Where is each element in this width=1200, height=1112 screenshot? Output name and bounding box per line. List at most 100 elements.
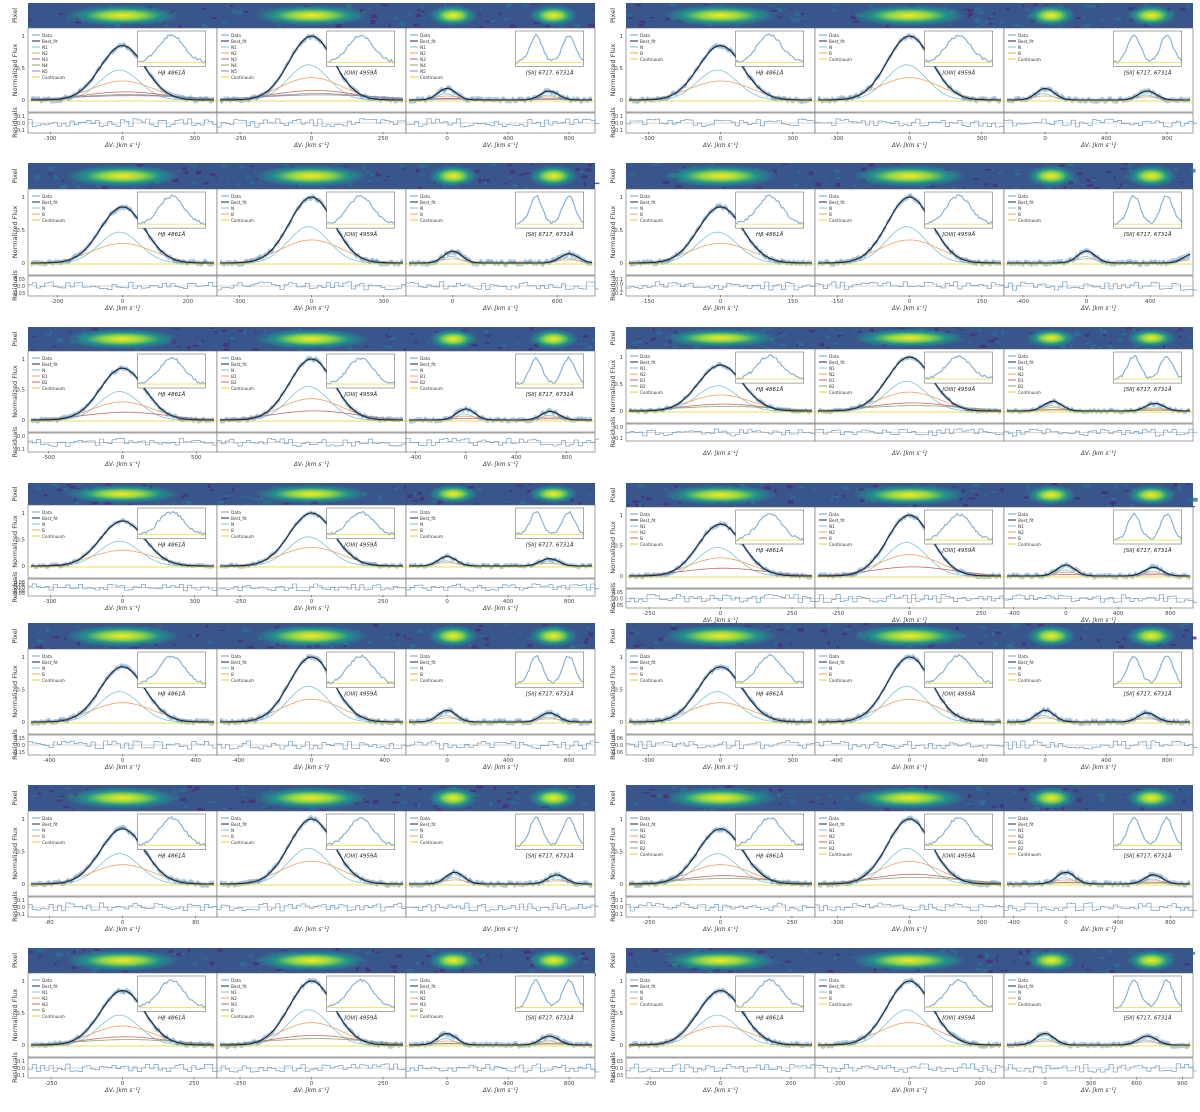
pixel-noise [74, 21, 82, 24]
pixel-noise [674, 485, 678, 489]
pixel-noise [472, 971, 479, 974]
legend-label: Best_fit [640, 822, 656, 827]
legend-label: Best_fit [42, 822, 58, 827]
pixel-noise [1131, 328, 1136, 332]
data-error-band [629, 42, 812, 105]
pixel-noise [955, 327, 960, 329]
data-error-band [31, 663, 214, 726]
zoom-inset [137, 507, 207, 539]
legend-label: B [1018, 536, 1021, 541]
best-fit-curve [818, 35, 1001, 101]
pixel-noise [1100, 328, 1103, 331]
pixel-noise [759, 950, 766, 953]
line-label: [SII] 6717, 6731Å [1124, 69, 1172, 76]
pixel-noise [1023, 798, 1028, 802]
pixel-noise [414, 803, 417, 808]
pixel-noise [298, 328, 302, 330]
pixel-noise [486, 494, 489, 496]
legend-label: B [42, 528, 45, 533]
x-tick-label: -300 [642, 136, 655, 142]
emission-blob [428, 787, 478, 809]
pixel-noise [968, 497, 975, 500]
pixel-noise [276, 969, 283, 972]
residual-tick-label: 0.0 [17, 434, 25, 440]
legend-label: Data [42, 510, 52, 515]
pixel-noise [197, 5, 202, 7]
pixel-noise [800, 12, 804, 15]
pixel-noise [995, 958, 998, 962]
pixel-noise [323, 949, 330, 951]
legend-label: B [231, 212, 234, 217]
legend-label: B [829, 536, 832, 541]
pixel-noise [745, 625, 752, 627]
inset-data [515, 654, 584, 686]
pixel-noise [1101, 491, 1108, 494]
pixel-noise [588, 632, 594, 637]
pixel-noise [37, 948, 45, 953]
pixel-noise [181, 503, 185, 505]
pixel-noise [1037, 647, 1041, 649]
best-fit-curve [31, 45, 214, 101]
pixel-noise [626, 13, 634, 17]
x-tick-label: 800 [1165, 611, 1176, 617]
pixel-noise [148, 949, 152, 952]
pixel-noise [211, 17, 217, 19]
pixel-noise [506, 798, 512, 800]
pixel-noise [657, 793, 661, 798]
best-fit-curve [220, 358, 403, 421]
x-tick-label: -300 [642, 758, 655, 764]
legend-label: Best_fit [231, 822, 247, 827]
pixel-noise [240, 800, 245, 804]
zoom-inset [515, 975, 585, 1012]
emission-blob [254, 484, 369, 504]
legend-label: B [829, 51, 832, 56]
pixel-noise [421, 5, 424, 9]
pixel-noise [1174, 483, 1178, 488]
inset-data [1113, 655, 1182, 685]
legend-label: N1 [640, 366, 646, 371]
pixel-noise [59, 797, 66, 799]
pixel-noise [578, 644, 586, 647]
legend-label: Best_fit [640, 984, 656, 989]
inset-data [326, 511, 396, 536]
legend-label: Continuum [420, 840, 443, 845]
flux-tick-label: 0 [620, 409, 624, 415]
pixel-noise [1128, 950, 1133, 954]
emission-blob [528, 787, 578, 809]
pixel-noise [368, 7, 372, 11]
data-error-band [1007, 398, 1190, 415]
residual-tick-label: 0.1 [615, 114, 623, 120]
pixel-noise [843, 797, 851, 800]
x-axis-label: ΔVᵣ [km s⁻¹] [482, 926, 518, 933]
legend-label: Continuum [420, 678, 443, 683]
x-tick-label: 900 [1177, 1081, 1188, 1087]
x-tick-label: 0 [451, 299, 455, 305]
inset-frame [924, 351, 993, 384]
flux-tick-label: 0 [22, 882, 26, 888]
pixel-noise [703, 808, 707, 813]
emission-blob [852, 950, 967, 971]
pixel-noise [973, 18, 980, 22]
x-tick-label: 0 [908, 136, 912, 142]
pixel-noise [1100, 18, 1105, 21]
pixel-noise [777, 9, 783, 12]
pixel-noise [980, 803, 985, 806]
x-axis-label: ΔVᵣ [km s⁻¹] [702, 926, 738, 933]
legend-label: Best_fit [42, 660, 58, 665]
legend-label: Data [231, 816, 241, 821]
pixel-noise [988, 970, 994, 974]
pixel-noise [764, 346, 770, 350]
legend-label: Best_fit [829, 200, 845, 205]
pixel-noise [395, 642, 401, 645]
pixel-noise [736, 24, 740, 28]
legend-label: Data [1018, 654, 1028, 659]
